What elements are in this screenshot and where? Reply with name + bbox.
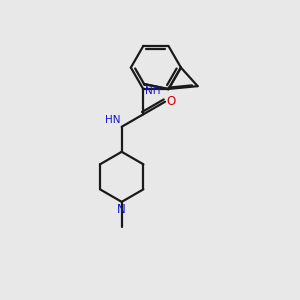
Text: N: N <box>117 203 126 216</box>
Text: HN: HN <box>105 115 120 125</box>
Text: O: O <box>167 95 176 108</box>
Text: NH: NH <box>146 86 161 96</box>
